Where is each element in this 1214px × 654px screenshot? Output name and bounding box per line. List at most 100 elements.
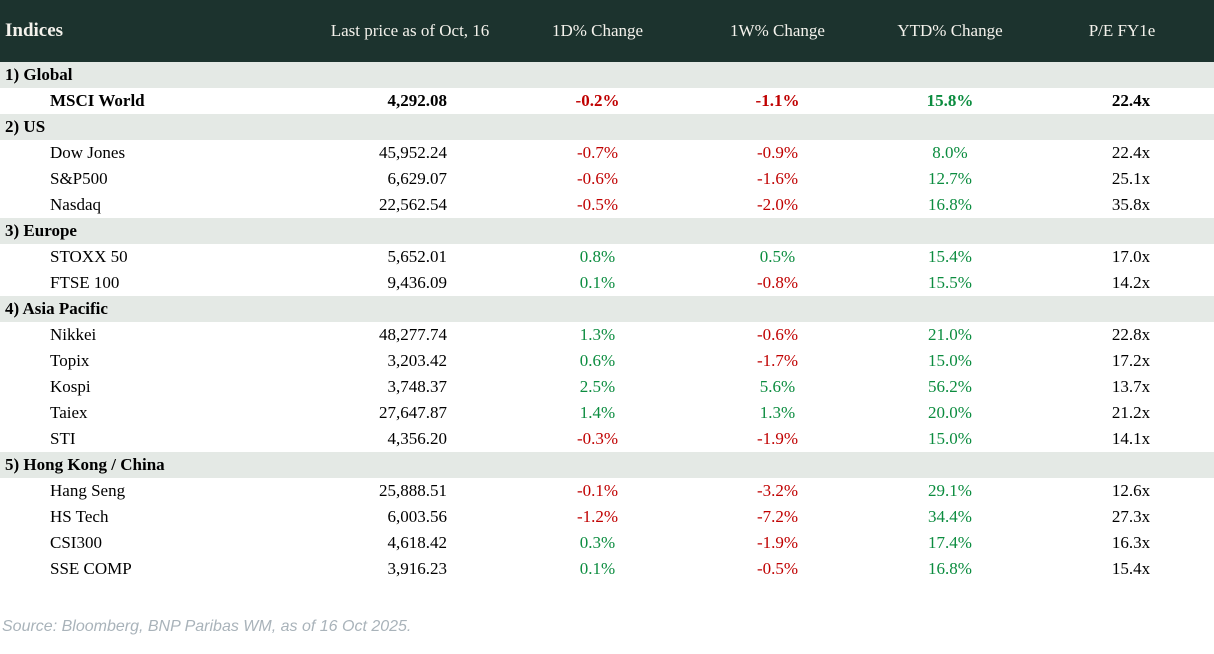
change-1w: -1.1% <box>755 91 800 110</box>
change-1w: -2.0% <box>756 195 799 214</box>
column-header-1w-change: 1W% Change <box>730 21 825 40</box>
pe-fy1e: 15.4x <box>1111 559 1151 578</box>
table-header-row: Indices Last price as of Oct, 16 1D% Cha… <box>0 0 1214 62</box>
change-ytd: 15.4% <box>928 247 972 266</box>
index-name: FTSE 100 <box>50 273 120 292</box>
change-ytd: 16.8% <box>928 195 972 214</box>
pe-fy1e: 13.7x <box>1111 377 1151 396</box>
change-ytd: 15.5% <box>928 273 972 292</box>
indices-table-body: 1) Global MSCI World 4,292.08 -0.2% -1.1% 15.… <box>0 62 1214 582</box>
change-1w: -0.9% <box>756 143 799 162</box>
index-name: SSE COMP <box>50 559 132 578</box>
last-price: 3,916.23 <box>387 559 448 578</box>
change-1d: 1.3% <box>579 325 616 344</box>
table-header: Indices Last price as of Oct, 16 1D% Cha… <box>0 0 1214 62</box>
change-1w: -0.5% <box>756 559 799 578</box>
index-row: Taiex 27,647.87 1.4% 1.3% 20.0% 21.2x <box>0 400 1214 426</box>
last-price: 45,952.24 <box>379 143 447 162</box>
change-ytd: 15.0% <box>928 429 972 448</box>
index-row: CSI300 4,618.42 0.3% -1.9% 17.4% 16.3x <box>0 530 1214 556</box>
pe-fy1e: 22.4x <box>1111 143 1151 162</box>
change-1w: -1.9% <box>756 429 799 448</box>
index-row: HS Tech 6,003.56 -1.2% -7.2% 34.4% 27.3x <box>0 504 1214 530</box>
pe-fy1e: 22.8x <box>1111 325 1151 344</box>
change-1d: 0.8% <box>579 247 616 266</box>
index-row: STOXX 50 5,652.01 0.8% 0.5% 15.4% 17.0x <box>0 244 1214 270</box>
index-name: MSCI World <box>50 91 145 110</box>
index-name: Kospi <box>50 377 91 396</box>
change-1w: -3.2% <box>756 481 799 500</box>
section-label: 4) Asia Pacific <box>5 299 108 318</box>
index-row: FTSE 100 9,436.09 0.1% -0.8% 15.5% 14.2x <box>0 270 1214 296</box>
change-1w: 5.6% <box>759 377 796 396</box>
section-header-row: 4) Asia Pacific <box>0 296 1214 322</box>
source-note: Source: Bloomberg, BNP Paribas WM, as of… <box>2 618 412 635</box>
last-price: 4,292.08 <box>387 91 448 110</box>
index-row: Nikkei 48,277.74 1.3% -0.6% 21.0% 22.8x <box>0 322 1214 348</box>
section-header-row: 2) US <box>0 114 1214 140</box>
change-1d: -0.1% <box>576 481 619 500</box>
index-row: Dow Jones 45,952.24 -0.7% -0.9% 8.0% 22.4x <box>0 140 1214 166</box>
change-1w: -7.2% <box>756 507 799 526</box>
last-price: 22,562.54 <box>379 195 447 214</box>
column-header-pe-fy1e: P/E FY1e <box>1088 21 1156 40</box>
change-ytd: 8.0% <box>932 143 968 162</box>
pe-fy1e: 27.3x <box>1111 507 1151 526</box>
change-ytd: 34.4% <box>928 507 972 526</box>
index-name: HS Tech <box>50 507 109 526</box>
section-header-row: 1) Global <box>0 62 1214 88</box>
pe-fy1e: 16.3x <box>1111 533 1151 552</box>
index-row: SSE COMP 3,916.23 0.1% -0.5% 16.8% 15.4x <box>0 556 1214 582</box>
index-row: STI 4,356.20 -0.3% -1.9% 15.0% 14.1x <box>0 426 1214 452</box>
pe-fy1e: 25.1x <box>1111 169 1151 188</box>
index-name: STI <box>50 429 76 448</box>
change-1w: -1.6% <box>756 169 799 188</box>
pe-fy1e: 17.2x <box>1111 351 1151 370</box>
pe-fy1e: 14.2x <box>1111 273 1151 292</box>
pe-fy1e: 22.4x <box>1111 91 1151 110</box>
section-header-row: 5) Hong Kong / China <box>0 452 1214 478</box>
index-name: Nasdaq <box>50 195 101 214</box>
last-price: 27,647.87 <box>379 403 447 422</box>
change-1w: -1.9% <box>756 533 799 552</box>
pe-fy1e: 35.8x <box>1111 195 1151 214</box>
change-ytd: 17.4% <box>928 533 972 552</box>
change-1w: -1.7% <box>756 351 799 370</box>
change-1d: -0.5% <box>576 195 619 214</box>
change-1d: 0.1% <box>579 559 616 578</box>
column-header-ytd-change: YTD% Change <box>897 21 1003 40</box>
index-name: Topix <box>50 351 90 370</box>
pe-fy1e: 21.2x <box>1111 403 1151 422</box>
last-price: 5,652.01 <box>387 247 448 266</box>
pe-fy1e: 17.0x <box>1111 247 1151 266</box>
last-price: 6,629.07 <box>387 169 448 188</box>
change-1d: -0.2% <box>575 91 620 110</box>
change-1d: -0.3% <box>576 429 619 448</box>
section-label: 3) Europe <box>5 221 77 240</box>
index-name: Dow Jones <box>50 143 126 162</box>
section-header-row: 3) Europe <box>0 218 1214 244</box>
change-ytd: 21.0% <box>928 325 972 344</box>
change-1d: 2.5% <box>579 377 616 396</box>
change-1d: -0.7% <box>576 143 619 162</box>
column-header-indices: Indices <box>5 20 64 41</box>
last-price: 6,003.56 <box>387 507 448 526</box>
last-price: 25,888.51 <box>379 481 447 500</box>
change-1d: 0.3% <box>579 533 616 552</box>
last-price: 3,748.37 <box>387 377 448 396</box>
pe-fy1e: 12.6x <box>1111 481 1151 500</box>
index-name: STOXX 50 <box>50 247 128 266</box>
change-1w: 0.5% <box>759 247 796 266</box>
change-1d: 0.6% <box>579 351 616 370</box>
column-header-1d-change: 1D% Change <box>551 21 644 40</box>
change-1w: -0.8% <box>756 273 799 292</box>
last-price: 4,618.42 <box>387 533 448 552</box>
index-name: Hang Seng <box>50 481 126 500</box>
index-name: Nikkei <box>50 325 97 344</box>
index-row: Kospi 3,748.37 2.5% 5.6% 56.2% 13.7x <box>0 374 1214 400</box>
change-ytd: 29.1% <box>928 481 972 500</box>
pe-fy1e: 14.1x <box>1111 429 1151 448</box>
change-ytd: 12.7% <box>928 169 972 188</box>
change-1d: -1.2% <box>576 507 619 526</box>
